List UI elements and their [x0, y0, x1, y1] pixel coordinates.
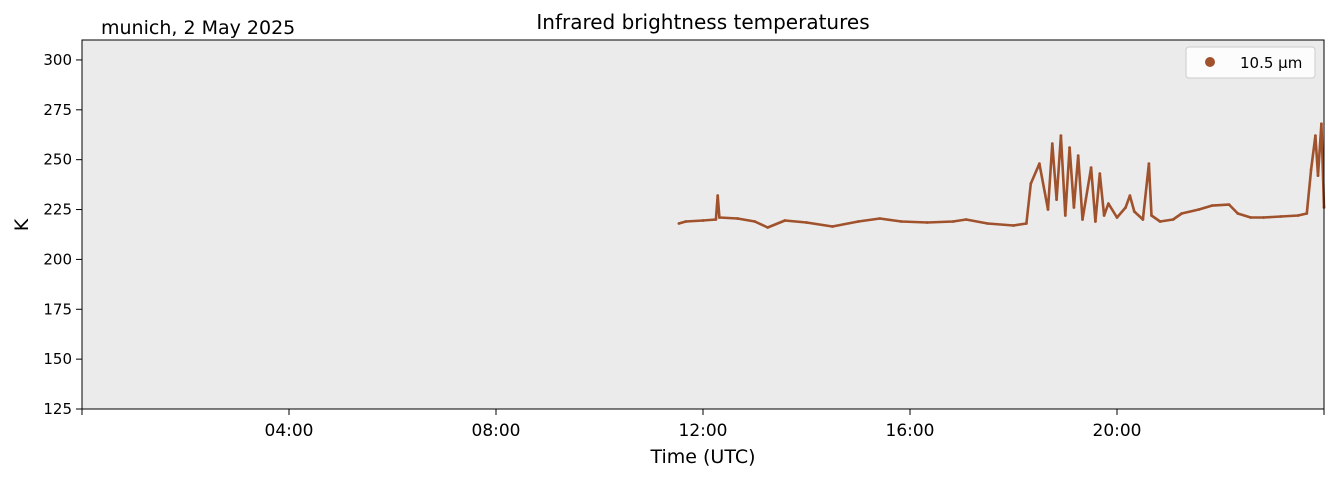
data-point: [1296, 214, 1300, 217]
data-point: [1147, 162, 1151, 166]
data-point: [856, 220, 860, 223]
data-point: [1068, 146, 1071, 150]
x-tick-label: 04:00: [265, 421, 314, 441]
data-point: [1046, 208, 1050, 211]
data-point: [1262, 216, 1265, 219]
y-tick-label: 250: [43, 151, 72, 169]
data-point: [1132, 210, 1136, 213]
data-point: [701, 219, 705, 222]
y-axis-label: K: [11, 218, 33, 231]
data-point: [1081, 218, 1084, 221]
data-point: [1180, 212, 1184, 215]
data-point: [1236, 212, 1240, 215]
data-point: [1158, 220, 1162, 223]
y-tick-label: 175: [43, 300, 72, 318]
data-point: [1098, 172, 1102, 176]
y-tick-label: 150: [43, 350, 72, 368]
x-tick-label: 16:00: [886, 421, 935, 441]
x-tick-label: 12:00: [679, 421, 728, 441]
data-point: [1050, 142, 1054, 146]
data-point: [677, 222, 681, 225]
data-point: [986, 222, 989, 225]
data-point: [718, 216, 721, 219]
data-point: [951, 220, 955, 223]
data-point: [1150, 214, 1153, 217]
y-axis: 125 150 175 200 225 250 275 300: [43, 51, 82, 418]
y-tick-label: 200: [43, 250, 72, 268]
data-point: [1063, 214, 1067, 217]
series-layer: [677, 122, 1326, 229]
x-axis: 04:00 08:00 12:00 16:00 20:00: [81, 409, 1325, 441]
data-point: [1314, 134, 1317, 138]
data-point: [1107, 202, 1110, 206]
data-point: [964, 218, 968, 221]
data-point: [1171, 218, 1175, 221]
data-point: [805, 221, 808, 224]
data-point: [1038, 162, 1041, 166]
x-axis-label: Time (UTC): [649, 446, 755, 468]
data-point: [900, 220, 903, 223]
data-point: [1012, 224, 1015, 227]
legend-box: [1185, 46, 1316, 79]
data-point: [1309, 168, 1313, 172]
data-point: [1316, 174, 1320, 178]
y-tick-label: 300: [43, 51, 72, 69]
x-tick-label: 20:00: [1093, 421, 1142, 441]
data-point: [1059, 134, 1063, 138]
data-point: [783, 219, 787, 222]
data-point: [925, 221, 929, 224]
data-point: [716, 194, 720, 198]
plot-area: [82, 40, 1324, 409]
data-point: [1128, 194, 1132, 198]
x-tick-label: 08:00: [472, 421, 521, 441]
data-point: [831, 225, 834, 228]
data-point: [1227, 203, 1231, 207]
data-point: [1305, 212, 1309, 215]
legend: 10.5 µm: [1185, 46, 1316, 79]
data-point: [1072, 206, 1076, 209]
legend-marker: [1205, 57, 1215, 67]
data-point: [753, 220, 757, 223]
location-date-label: munich, 2 May 2025: [101, 17, 295, 39]
data-point: [766, 226, 770, 229]
data-point: [1124, 206, 1127, 209]
y-tick-label: 225: [43, 201, 72, 219]
data-point: [1102, 214, 1106, 217]
data-point: [1115, 216, 1119, 219]
y-tick-label: 125: [43, 400, 72, 418]
data-point: [1197, 208, 1201, 211]
data-point: [1210, 204, 1214, 208]
data-point: [1055, 198, 1058, 202]
data-point: [878, 217, 882, 220]
chart-title: Infrared brightness temperatures: [536, 10, 869, 34]
data-point: [1249, 216, 1253, 219]
data-point: [1094, 220, 1097, 223]
data-point: [1025, 222, 1028, 225]
data-point: [1279, 215, 1283, 218]
data-point: [1029, 182, 1033, 186]
legend-label: 10.5 µm: [1240, 54, 1302, 72]
data-point: [714, 218, 718, 221]
y-tick-label: 275: [43, 101, 72, 119]
data-point: [684, 220, 688, 223]
data-point: [1141, 218, 1145, 221]
data-point: [1089, 166, 1093, 170]
data-point: [736, 217, 739, 220]
data-point: [1076, 154, 1080, 158]
data-point: [1320, 122, 1323, 126]
